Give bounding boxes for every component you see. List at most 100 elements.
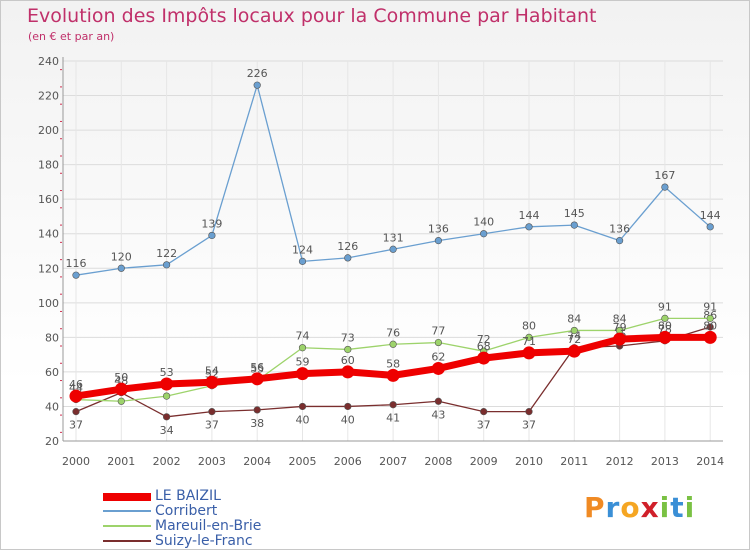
y-tick-label: 160 <box>38 193 59 206</box>
data-point <box>163 392 171 400</box>
data-label: 91 <box>703 300 717 313</box>
data-point <box>296 367 309 381</box>
data-point <box>389 401 397 409</box>
data-point <box>205 375 219 389</box>
logo-letter: o <box>620 491 641 524</box>
data-label: 74 <box>567 330 581 343</box>
data-point <box>163 261 171 269</box>
chart-subtitle: (en € et par an) <box>28 30 115 43</box>
data-point <box>344 254 352 262</box>
data-label: 84 <box>613 312 627 325</box>
logo-letter: i <box>659 491 671 524</box>
data-point <box>386 368 400 382</box>
data-label: 50 <box>114 371 128 384</box>
data-point <box>706 223 714 231</box>
data-point <box>114 382 128 396</box>
data-label: 74 <box>296 330 310 343</box>
x-tick-label: 2004 <box>243 455 271 468</box>
data-label: 124 <box>292 243 313 256</box>
data-point <box>661 314 669 322</box>
data-label: 76 <box>386 326 400 339</box>
data-point <box>298 257 307 265</box>
x-tick-label: 2006 <box>334 455 362 468</box>
legend-swatch <box>103 540 151 542</box>
data-point <box>570 326 578 335</box>
x-tick-label: 2009 <box>470 455 498 468</box>
logo-letter: r <box>605 491 621 524</box>
data-label: 122 <box>156 247 177 260</box>
logo-letter: t <box>670 491 685 524</box>
x-tick-label: 2001 <box>107 455 135 468</box>
data-label: 116 <box>66 257 87 270</box>
legend-label: LE BAIZIL <box>155 488 221 504</box>
data-point <box>72 271 80 279</box>
legend-swatch <box>103 493 151 501</box>
data-label: 40 <box>296 413 310 426</box>
data-point <box>480 230 488 238</box>
data-label: 46 <box>69 378 83 391</box>
x-tick-label: 2012 <box>606 455 634 468</box>
data-point <box>208 408 216 416</box>
legend-label: Corribert <box>155 503 218 519</box>
data-point <box>117 264 125 272</box>
data-label: 53 <box>160 366 174 379</box>
data-point <box>613 332 627 346</box>
data-point <box>431 361 445 375</box>
data-label: 145 <box>564 207 585 220</box>
proxiti-logo: Proxiti <box>584 491 695 524</box>
data-label: 120 <box>111 250 132 263</box>
data-label: 167 <box>654 169 675 182</box>
data-label: 71 <box>522 335 536 348</box>
legend-swatch <box>103 525 151 527</box>
data-label: 54 <box>205 364 219 377</box>
data-point <box>480 408 488 416</box>
data-point <box>658 330 672 344</box>
legend-label: Mareuil-en-Brie <box>155 518 262 534</box>
data-label: 37 <box>522 419 536 432</box>
data-label: 144 <box>700 209 721 222</box>
data-point <box>615 237 624 245</box>
data-label: 68 <box>477 340 491 353</box>
data-label: 34 <box>160 424 174 437</box>
data-point <box>434 397 443 405</box>
x-tick-label: 2007 <box>379 455 407 468</box>
data-label: 37 <box>477 419 491 432</box>
data-point <box>525 333 533 341</box>
legend-swatch <box>103 510 151 512</box>
y-tick-label: 220 <box>38 90 59 103</box>
data-point <box>117 397 125 405</box>
data-label: 136 <box>428 223 449 236</box>
x-tick-label: 2000 <box>62 455 90 468</box>
data-point <box>253 81 261 89</box>
data-label: 226 <box>247 67 268 80</box>
x-tick-label: 2011 <box>560 455 588 468</box>
logo-letter: i <box>684 491 696 524</box>
y-tick-label: 100 <box>38 297 59 310</box>
data-label: 80 <box>522 319 536 332</box>
y-tick-label: 140 <box>38 228 59 241</box>
data-label: 139 <box>201 217 222 230</box>
data-point <box>389 340 397 348</box>
data-label: 41 <box>386 412 400 425</box>
data-point <box>298 402 307 411</box>
x-tick-label: 2010 <box>515 455 543 468</box>
data-point <box>253 406 261 414</box>
logo-letter: x <box>640 491 660 524</box>
data-label: 37 <box>205 419 219 432</box>
data-label: 84 <box>567 312 581 325</box>
logo-letter: P <box>584 491 606 524</box>
legend-label: Suizy-le-Franc <box>155 533 253 549</box>
data-label: 59 <box>296 356 310 369</box>
data-point <box>477 351 491 365</box>
y-tick-label: 20 <box>45 435 59 448</box>
data-point <box>706 323 714 331</box>
data-point <box>525 223 533 231</box>
x-tick-label: 2014 <box>696 455 724 468</box>
data-point <box>208 231 216 240</box>
data-label: 77 <box>431 325 445 338</box>
data-point <box>389 245 397 253</box>
data-label: 72 <box>567 333 581 346</box>
data-point <box>298 344 307 352</box>
data-label: 72 <box>477 333 491 346</box>
